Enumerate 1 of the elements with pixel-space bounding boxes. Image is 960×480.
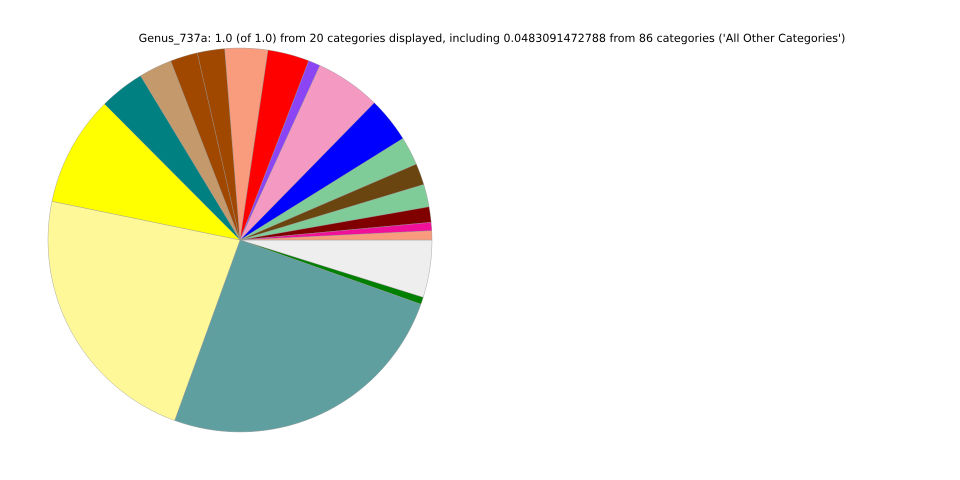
text: Genus_737a: 1.0 (of 1.0) from 20 categories displayed, including 0.0483091472788 from 86 categories ('All Other Categories') [139, 33, 844, 45]
